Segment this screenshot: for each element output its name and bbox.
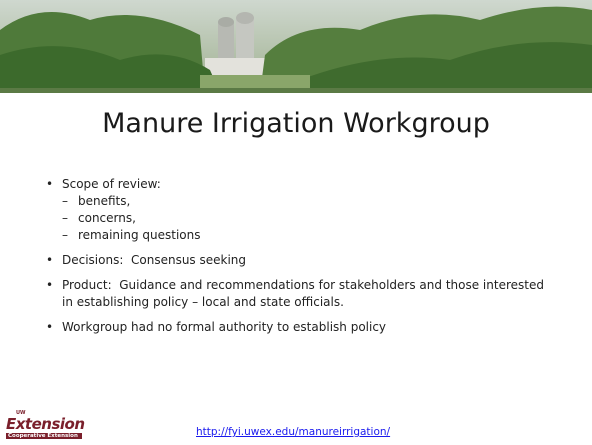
bullet: Workgroup had no formal authority to est… <box>46 319 546 336</box>
bullet: Decisions: Consensus seeking <box>46 252 546 269</box>
link[interactable]: http://fyi.uwex.edu/manureirrigation/ <box>196 426 390 438</box>
bullet-item: Scope of review:benefits,concerns,remain… <box>46 176 546 244</box>
logo-small: UW <box>16 410 26 416</box>
logo: UW Extension Cooperative Extension <box>6 414 86 439</box>
logo-tagline: Cooperative Extension <box>6 433 82 439</box>
bullet: Product: Guidance and recommendations fo… <box>46 277 546 311</box>
bullet-list: Scope of review:benefits,concerns,remain… <box>46 176 546 344</box>
sub-bullet: concerns, <box>46 210 546 227</box>
slide-title: Manure Irrigation Workgroup <box>0 108 592 139</box>
slide: Manure Irrigation Workgroup Scope of rev… <box>0 0 592 445</box>
logo-name: Extension <box>6 415 85 433</box>
sub-list: benefits,concerns,remaining questions <box>46 193 546 244</box>
banner-photo <box>0 0 592 93</box>
bullet: Scope of review: <box>46 176 546 193</box>
bullet-item: Workgroup had no formal authority to est… <box>46 319 546 336</box>
sub-bullet: benefits, <box>46 193 546 210</box>
bullet-item: Decisions: Consensus seeking <box>46 252 546 269</box>
sub-bullet: remaining questions <box>46 227 546 244</box>
bullet-item: Product: Guidance and recommendations fo… <box>46 277 546 311</box>
